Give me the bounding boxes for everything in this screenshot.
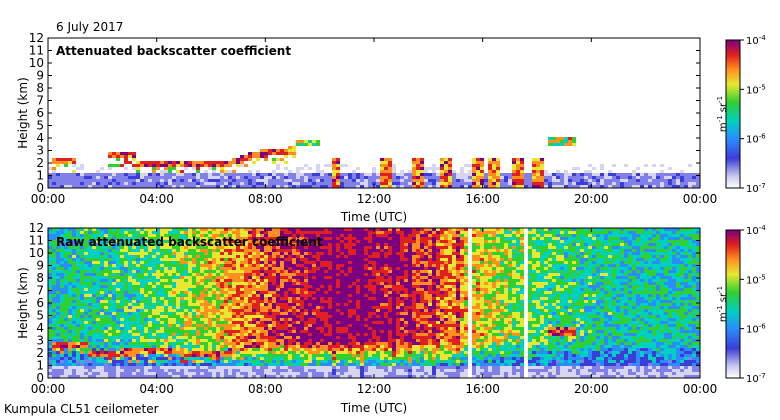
colorbar-tick-label: 10-6 <box>746 323 766 336</box>
date-label: 6 July 2017 <box>56 20 124 34</box>
colorbar-unit: m-1 sr-1 <box>716 96 729 132</box>
colorbar-tick-label: 10-6 <box>746 133 766 146</box>
y-tick-label: 1 <box>36 169 44 183</box>
x-tick-label: 00:00 <box>683 192 718 206</box>
x-tick-label: 20:00 <box>574 382 609 396</box>
y-tick-label: 2 <box>36 346 44 360</box>
y-tick-label: 2 <box>36 156 44 170</box>
y-tick-label: 12 <box>29 31 44 45</box>
panel-raw-backscatter: 00:00 04:00 08:00 12:00 16:00 20:00 00:0001234… <box>16 221 717 415</box>
colorbar-tick-label: 10-7 <box>746 372 766 385</box>
colorbar-gradient <box>725 229 741 379</box>
y-tick-label: 7 <box>36 284 44 298</box>
x-tick-label: 16:00 <box>465 192 500 206</box>
x-tick-label: 00:00 <box>31 192 66 206</box>
y-axis-label: Height (km) <box>16 267 30 338</box>
colorbar-unit: m-1 sr-1 <box>716 286 729 322</box>
colorbar-tick-label: 10-4 <box>746 34 766 47</box>
x-axis-label: Time (UTC) <box>340 401 407 415</box>
panel-title: Attenuated backscatter coefficient <box>56 44 291 58</box>
y-tick-label: 0 <box>36 181 44 195</box>
y-tick-label: 4 <box>36 131 44 145</box>
y-tick-label: 5 <box>36 309 44 323</box>
y-tick-label: 8 <box>36 271 44 285</box>
x-tick-label: 16:00 <box>465 382 500 396</box>
y-tick-label: 7 <box>36 94 44 108</box>
y-axis-label: Height (km) <box>16 77 30 148</box>
y-tick-label: 6 <box>36 296 44 310</box>
station-label: Kumpula CL51 ceilometer <box>4 402 159 416</box>
colorbar-tick-label: 10-4 <box>746 224 766 237</box>
panel-attenuated-backscatter: 00:00 04:00 08:00 12:00 16:00 20:00 00:0001234… <box>16 31 717 224</box>
colorbar-tick-label: 10-7 <box>746 182 766 195</box>
y-tick-label: 9 <box>36 259 44 273</box>
x-tick-label: 08:00 <box>248 192 283 206</box>
colorbar-tick-label: 10-5 <box>746 83 766 96</box>
colorbar-top: 10-4 10-5 10-6 10-7 m-1 sr-1 <box>716 34 766 195</box>
y-tick-label: 8 <box>36 81 44 95</box>
x-tick-label: 20:00 <box>574 192 609 206</box>
y-tick-label: 11 <box>29 44 44 58</box>
y-tick-label: 3 <box>36 144 44 158</box>
y-tick-label: 0 <box>36 371 44 385</box>
x-axis-label: Time (UTC) <box>340 210 407 224</box>
y-tick-label: 4 <box>36 321 44 335</box>
y-tick-label: 10 <box>29 56 44 70</box>
x-tick-label: 00:00 <box>31 382 66 396</box>
panel-title: Raw attenuated backscatter coefficient <box>56 235 323 249</box>
x-tick-label: 12:00 <box>357 192 392 206</box>
heatmap-image <box>48 137 700 188</box>
heatmap-image <box>48 228 700 378</box>
y-tick-label: 11 <box>29 234 44 248</box>
y-tick-label: 5 <box>36 119 44 133</box>
y-tick-label: 12 <box>29 221 44 235</box>
colorbar-tick-label: 10-5 <box>746 273 766 286</box>
y-tick-label: 6 <box>36 106 44 120</box>
y-tick-label: 9 <box>36 69 44 83</box>
colorbar-bottom: 10-4 10-5 10-6 10-7 m-1 sr-1 <box>716 224 766 385</box>
y-tick-label: 10 <box>29 246 44 260</box>
x-tick-label: 04:00 <box>139 192 174 206</box>
colorbar-gradient <box>725 39 741 189</box>
x-tick-label: 08:00 <box>248 382 283 396</box>
x-tick-label: 00:00 <box>683 382 718 396</box>
y-tick-label: 1 <box>36 359 44 373</box>
x-tick-label: 12:00 <box>357 382 392 396</box>
y-tick-label: 3 <box>36 334 44 348</box>
x-tick-label: 04:00 <box>139 382 174 396</box>
